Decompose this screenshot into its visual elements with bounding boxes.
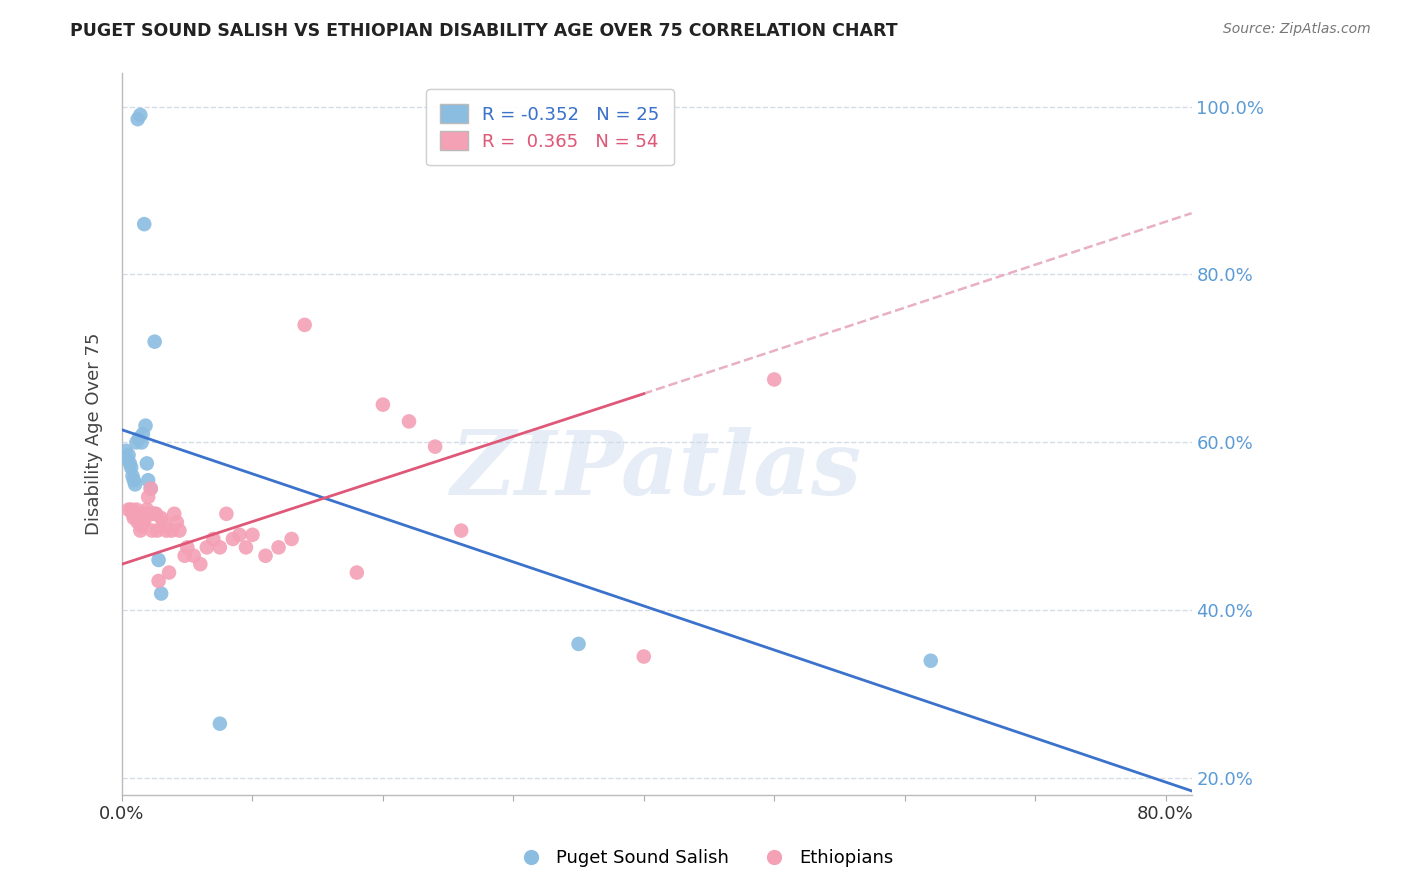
Point (136, 473, 159, 487)
Point (138, 507, 160, 521)
Point (183, 549, 205, 563)
Y-axis label: Disability Age Over 75: Disability Age Over 75 (86, 333, 103, 535)
Point (195, 541, 218, 555)
Point (121, 507, 143, 521)
Point (131, 519, 153, 533)
Point (125, 502, 148, 516)
Point (129, 108, 152, 122)
Point (135, 502, 157, 516)
Point (134, 515, 156, 529)
Point (633, 649, 655, 664)
Point (131, 435, 153, 450)
Point (146, 524, 169, 538)
Point (127, 515, 149, 529)
Point (166, 515, 188, 529)
Point (222, 532, 245, 546)
Legend: Puget Sound Salish, Ethiopians: Puget Sound Salish, Ethiopians (505, 842, 901, 874)
Point (148, 553, 170, 567)
Point (128, 507, 150, 521)
Point (157, 566, 180, 580)
Point (122, 473, 145, 487)
Point (117, 502, 139, 516)
Point (139, 482, 162, 496)
Point (163, 507, 186, 521)
Text: Source: ZipAtlas.com: Source: ZipAtlas.com (1223, 22, 1371, 37)
Point (254, 549, 277, 563)
Point (143, 334, 166, 349)
Point (423, 440, 446, 454)
Point (136, 490, 159, 504)
Point (117, 448, 139, 462)
Point (294, 318, 316, 332)
Point (346, 566, 368, 580)
Point (267, 541, 290, 555)
Point (208, 716, 231, 731)
Point (120, 502, 142, 516)
Point (135, 507, 157, 521)
Point (118, 457, 141, 471)
Point (124, 507, 146, 521)
Point (142, 507, 165, 521)
Point (215, 507, 238, 521)
Point (242, 528, 264, 542)
Point (176, 541, 198, 555)
Point (150, 511, 173, 525)
Point (567, 637, 589, 651)
Point (145, 507, 167, 521)
Point (117, 452, 139, 467)
Point (122, 511, 145, 525)
Point (115, 443, 138, 458)
Point (134, 217, 156, 231)
Text: ZIPatlas: ZIPatlas (451, 427, 862, 514)
Point (143, 507, 166, 521)
Point (208, 541, 231, 555)
Point (121, 469, 143, 483)
Point (125, 435, 148, 450)
Point (920, 654, 942, 668)
Point (160, 524, 183, 538)
Point (129, 524, 152, 538)
Point (371, 398, 394, 412)
Point (127, 112, 149, 127)
Point (763, 372, 786, 386)
Point (124, 477, 146, 491)
Point (148, 574, 170, 588)
Point (280, 532, 302, 546)
Point (150, 586, 173, 600)
Legend: R = -0.352   N = 25, R =  0.365   N = 54: R = -0.352 N = 25, R = 0.365 N = 54 (426, 89, 673, 165)
Point (128, 431, 150, 445)
Point (152, 515, 174, 529)
Point (188, 557, 211, 571)
Point (228, 528, 250, 542)
Point (132, 515, 155, 529)
Point (173, 549, 195, 563)
Point (235, 541, 257, 555)
Point (202, 532, 225, 546)
Point (135, 418, 157, 433)
Point (139, 482, 162, 496)
Point (120, 460, 142, 475)
Point (398, 414, 420, 428)
Point (135, 457, 157, 471)
Text: PUGET SOUND SALISH VS ETHIOPIAN DISABILITY AGE OVER 75 CORRELATION CHART: PUGET SOUND SALISH VS ETHIOPIAN DISABILI… (70, 22, 898, 40)
Point (141, 524, 163, 538)
Point (132, 427, 155, 442)
Point (169, 524, 191, 538)
Point (450, 524, 472, 538)
Point (155, 524, 177, 538)
